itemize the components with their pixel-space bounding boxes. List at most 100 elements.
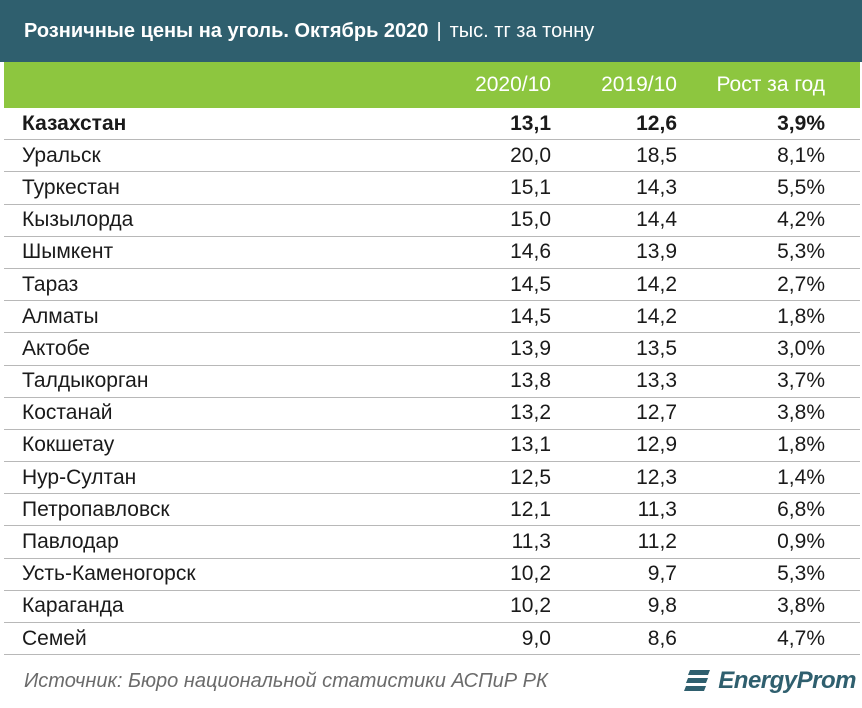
logo: EnergyProm	[684, 667, 856, 695]
table-row: Алматы 14,5 14,2 1,8%	[4, 301, 860, 334]
growth-cell: 3,9%	[777, 111, 825, 135]
value-2019-cell: 11,2	[637, 530, 677, 554]
growth-cell: 4,2%	[777, 208, 825, 232]
value-2020-cell: 14,6	[510, 240, 551, 264]
table-row: Нур-Султан 12,5 12,3 1,4%	[4, 462, 860, 495]
region-cell: Казахстан	[22, 111, 127, 135]
table-row: Петропавловск 12,1 11,3 6,8%	[4, 494, 860, 527]
value-2019-cell: 18,5	[636, 143, 677, 167]
table-row: Костанай 13,2 12,7 3,8%	[4, 398, 860, 430]
region-cell: Кокшетау	[22, 433, 115, 457]
table-row: Туркестан 15,1 14,3 5,5%	[4, 172, 860, 205]
value-2019-cell: 12,9	[636, 433, 677, 457]
table-row: Талдыкорган 13,8 13,3 3,7%	[4, 366, 860, 398]
value-2020-cell: 14,5	[510, 272, 551, 296]
value-2020-cell: 13,1	[510, 111, 551, 135]
table-row: Павлодар 11,3 11,2 0,9%	[4, 526, 860, 559]
title-bar: Розничные цены на уголь. Октябрь 2020 | …	[0, 0, 862, 62]
value-2020-cell: 14,5	[510, 304, 551, 328]
table-row: Казахстан 13,1 12,6 3,9%	[4, 108, 860, 141]
value-2019-cell: 14,3	[636, 175, 677, 199]
growth-cell: 1,8%	[777, 304, 825, 328]
value-2020-cell: 13,8	[510, 369, 551, 393]
value-2020-cell: 12,1	[510, 497, 551, 521]
growth-cell: 0,9%	[777, 530, 825, 554]
region-cell: Усть-Каменогорск	[22, 562, 196, 586]
growth-cell: 3,7%	[777, 369, 825, 393]
value-2020-cell: 20,0	[510, 143, 551, 167]
title-unit: тыс. тг за тонну	[449, 19, 595, 42]
table-row: Кызылорда 15,0 14,4 4,2%	[4, 205, 860, 237]
table-row: Кокшетау 13,1 12,9 1,8%	[4, 430, 860, 463]
value-2020-cell: 10,2	[510, 594, 551, 618]
table-row: Караганда 10,2 9,8 3,8%	[4, 591, 860, 623]
growth-cell: 3,8%	[777, 594, 825, 618]
region-cell: Тараз	[22, 272, 79, 296]
growth-cell: 3,0%	[777, 336, 825, 360]
table-row: Тараз 14,5 14,2 2,7%	[4, 269, 860, 302]
energyprom-logo-icon	[684, 670, 711, 691]
source-note: Источник: Бюро национальной статистики А…	[24, 669, 548, 692]
region-cell: Уральск	[22, 143, 101, 167]
region-cell: Кызылорда	[22, 208, 134, 232]
value-2020-cell: 13,2	[510, 401, 551, 425]
table-body: Казахстан 13,1 12,6 3,9% Уральск 20,0 18,5 8,1%…	[4, 108, 860, 656]
value-2019-cell: 11,3	[637, 497, 677, 521]
footer: Источник: Бюро национальной статистики А…	[0, 654, 862, 708]
table-row: Уральск 20,0 18,5 8,1%	[4, 140, 860, 173]
page-title: Розничные цены на уголь. Октябрь 2020	[24, 19, 429, 42]
value-2020-cell: 15,0	[510, 208, 551, 232]
table-header: 2020/10 2019/10 Рост за год	[4, 62, 860, 108]
region-cell: Петропавловск	[22, 497, 170, 521]
table-row: Шымкент 14,6 13,9 5,3%	[4, 237, 860, 269]
value-2019-cell: 12,7	[636, 401, 677, 425]
value-2019-cell: 14,4	[636, 208, 677, 232]
value-2020-cell: 13,1	[510, 433, 551, 457]
value-2020-cell: 12,5	[510, 465, 551, 489]
value-2019-cell: 9,7	[647, 562, 677, 586]
growth-cell: 2,7%	[777, 272, 825, 296]
region-cell: Талдыкорган	[22, 369, 149, 393]
value-2019-cell: 12,6	[636, 111, 677, 135]
value-2019-cell: 13,5	[636, 336, 677, 360]
growth-cell: 6,8%	[777, 497, 825, 521]
value-2019-cell: 9,8	[647, 594, 677, 618]
header-growth: Рост за год	[716, 73, 825, 96]
region-cell: Актобе	[22, 336, 90, 360]
logo-text: EnergyProm	[718, 667, 856, 694]
region-cell: Павлодар	[22, 530, 119, 554]
region-cell: Шымкент	[22, 240, 114, 264]
value-2020-cell: 10,2	[510, 562, 551, 586]
value-2019-cell: 13,3	[636, 369, 677, 393]
value-2020-cell: 15,1	[510, 175, 551, 199]
price-table: 2020/10 2019/10 Рост за год Казахстан 13,…	[4, 62, 860, 656]
value-2020-cell: 11,3	[511, 530, 551, 554]
header-2020: 2020/10	[475, 73, 551, 96]
growth-cell: 5,3%	[777, 240, 825, 264]
growth-cell: 1,8%	[777, 433, 825, 457]
table-row: Усть-Каменогорск 10,2 9,7 5,3%	[4, 559, 860, 591]
growth-cell: 5,5%	[777, 175, 825, 199]
value-2020-cell: 13,9	[510, 336, 551, 360]
region-cell: Туркестан	[22, 175, 120, 199]
growth-cell: 3,8%	[777, 401, 825, 425]
region-cell: Костанай	[22, 401, 113, 425]
growth-cell: 1,4%	[777, 465, 825, 489]
table-row: Актобе 13,9 13,5 3,0%	[4, 333, 860, 366]
value-2019-cell: 14,2	[636, 272, 677, 296]
value-2019-cell: 8,6	[647, 626, 677, 650]
growth-cell: 4,7%	[777, 626, 825, 650]
region-cell: Алматы	[22, 304, 99, 328]
growth-cell: 8,1%	[777, 143, 825, 167]
table-row: Семей 9,0 8,6 4,7%	[4, 623, 860, 656]
value-2020-cell: 9,0	[521, 626, 551, 650]
value-2019-cell: 14,2	[636, 304, 677, 328]
region-cell: Караганда	[22, 594, 124, 618]
header-2019: 2019/10	[601, 73, 677, 96]
title-separator: |	[436, 19, 442, 42]
region-cell: Семей	[22, 626, 87, 650]
region-cell: Нур-Султан	[22, 465, 137, 489]
value-2019-cell: 13,9	[636, 240, 677, 264]
value-2019-cell: 12,3	[636, 465, 677, 489]
growth-cell: 5,3%	[777, 562, 825, 586]
